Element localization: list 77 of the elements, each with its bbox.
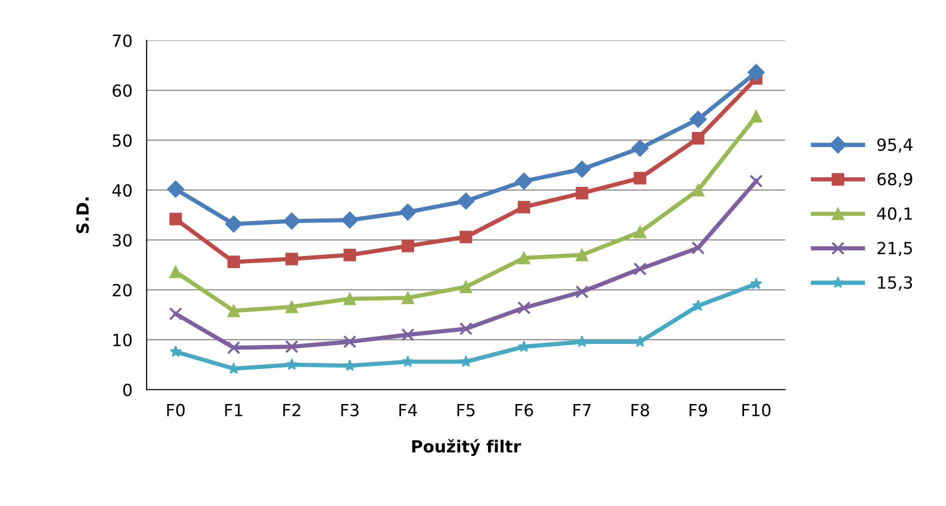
point xyxy=(399,204,416,221)
y-axis-title: S.D. xyxy=(76,198,89,234)
x-axis-title: Použitý filtr xyxy=(412,439,522,456)
legend-label: 40,1 xyxy=(877,207,912,222)
point xyxy=(576,335,588,347)
y-tick-label: 20 xyxy=(112,284,132,296)
point xyxy=(460,230,472,244)
point xyxy=(227,341,240,354)
point xyxy=(576,186,588,200)
point xyxy=(633,262,647,276)
point xyxy=(634,226,646,238)
point xyxy=(169,307,182,320)
x-tick-label: F9 xyxy=(690,404,708,416)
x-tick-label: F2 xyxy=(283,404,300,416)
y-tick-label: 70 xyxy=(112,34,132,48)
x-tick-label: F1 xyxy=(225,404,242,416)
x-tick-label: F8 xyxy=(632,404,650,416)
point xyxy=(344,292,356,306)
point xyxy=(692,184,704,196)
point xyxy=(518,200,530,214)
point xyxy=(286,358,298,370)
legend-label: 68,9 xyxy=(877,172,912,188)
y-tick-label: 0 xyxy=(123,384,132,396)
point xyxy=(692,132,704,144)
x-tick-label: F4 xyxy=(399,404,418,416)
point xyxy=(573,160,591,178)
point xyxy=(169,266,182,278)
x-tick-label: F3 xyxy=(341,404,359,416)
point xyxy=(690,110,707,128)
y-tick-label: 10 xyxy=(113,334,132,346)
point xyxy=(632,140,649,157)
point xyxy=(634,335,646,347)
point xyxy=(344,248,356,262)
point xyxy=(401,328,414,342)
point xyxy=(402,292,414,304)
y-tick-label: 50 xyxy=(112,134,132,147)
legend-label: 15,3 xyxy=(878,276,912,291)
point xyxy=(285,340,298,354)
x-tick-label: F10 xyxy=(742,404,770,416)
point xyxy=(575,285,589,298)
point xyxy=(692,241,705,255)
y-tick-label: 30 xyxy=(112,234,132,247)
point xyxy=(402,240,414,252)
point xyxy=(170,345,182,357)
point xyxy=(750,278,762,290)
x-tick-label: F6 xyxy=(515,404,533,416)
point xyxy=(341,211,358,229)
point xyxy=(286,252,298,266)
point xyxy=(286,300,298,314)
point xyxy=(343,335,356,348)
point xyxy=(518,340,530,352)
point xyxy=(167,180,184,198)
x-tick-label: F0 xyxy=(167,404,185,416)
point xyxy=(517,301,531,314)
y-tick-label: 60 xyxy=(112,84,132,97)
point xyxy=(515,172,533,190)
point xyxy=(748,64,765,81)
point xyxy=(460,280,472,294)
point xyxy=(750,174,763,188)
point xyxy=(634,172,646,184)
x-tick-label: F7 xyxy=(574,404,591,416)
point xyxy=(402,355,414,367)
point xyxy=(750,110,762,123)
point xyxy=(518,252,530,264)
point xyxy=(169,212,182,226)
point xyxy=(227,256,240,268)
y-tick-label: 40 xyxy=(112,184,132,197)
legend-label: 21,5 xyxy=(878,242,912,256)
legend-label: 95,4 xyxy=(877,138,912,153)
point xyxy=(457,192,474,210)
point xyxy=(344,359,356,371)
point xyxy=(459,322,473,336)
x-tick-label: F5 xyxy=(457,404,475,416)
point xyxy=(227,304,240,318)
point xyxy=(576,248,588,262)
point xyxy=(225,215,242,233)
point xyxy=(283,212,300,230)
